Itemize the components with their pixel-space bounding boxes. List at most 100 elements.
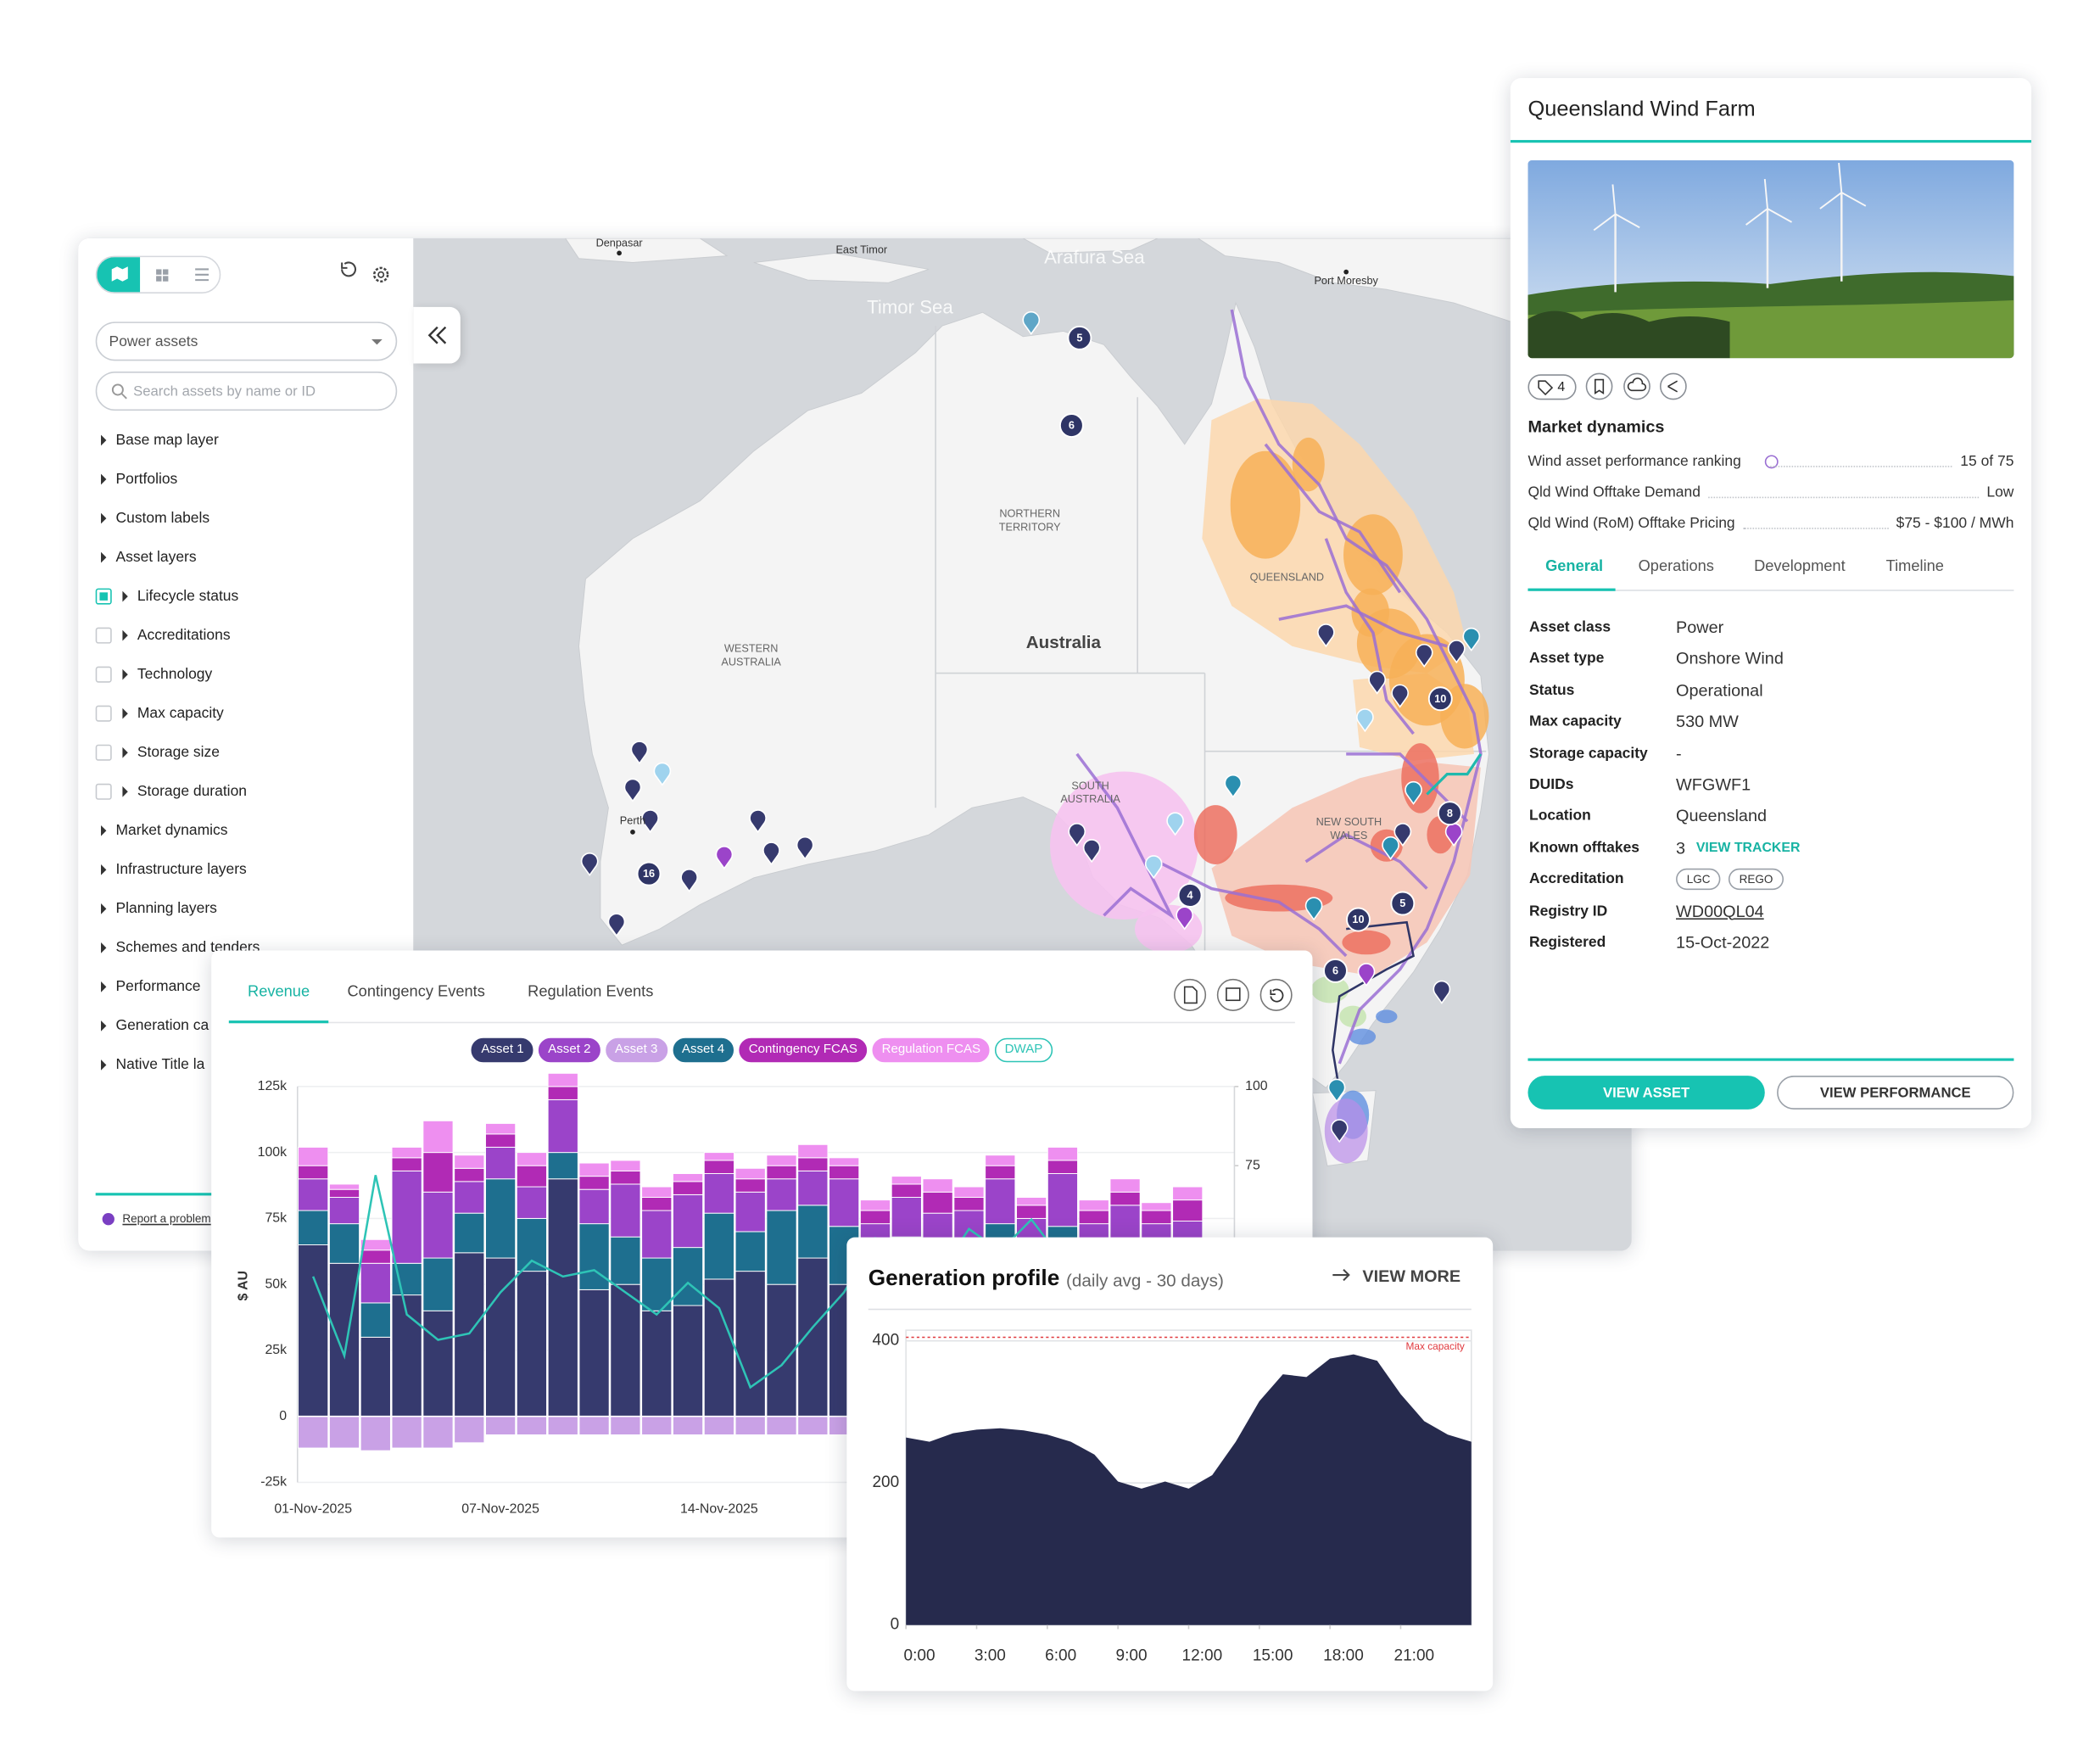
layer-checkbox[interactable] xyxy=(95,705,112,722)
expand-caret[interactable] xyxy=(101,981,107,992)
asset-pin[interactable] xyxy=(1304,897,1323,921)
expand-caret[interactable] xyxy=(101,942,107,953)
detail-tab[interactable]: Timeline xyxy=(1885,558,1944,575)
cluster[interactable] xyxy=(1177,883,1203,908)
layer-checkbox[interactable] xyxy=(95,666,112,683)
legend-entry[interactable]: Asset 4 xyxy=(672,1037,734,1063)
asset-pin[interactable] xyxy=(1068,823,1086,847)
layer-item[interactable]: Portfolios xyxy=(115,471,178,488)
export-csv-button[interactable] xyxy=(1174,978,1207,1011)
asset-pin[interactable] xyxy=(749,809,767,834)
expand-caret[interactable] xyxy=(122,785,128,797)
asset-pin[interactable] xyxy=(630,741,649,765)
asset-pin[interactable] xyxy=(1393,823,1412,847)
layer-item[interactable]: Storage size xyxy=(137,744,220,761)
expand-caret[interactable] xyxy=(101,825,107,836)
asset-pin[interactable] xyxy=(796,836,814,860)
expand-caret[interactable] xyxy=(122,629,128,641)
cluster[interactable] xyxy=(1346,907,1371,932)
asset-pin[interactable] xyxy=(1356,708,1374,733)
cloud-button[interactable] xyxy=(1623,372,1650,400)
detail-tab[interactable]: Operations xyxy=(1638,558,1714,575)
asset-pin[interactable] xyxy=(1391,684,1409,708)
asset-pin[interactable] xyxy=(653,762,672,786)
export-image-button[interactable] xyxy=(1216,978,1249,1011)
asset-pin[interactable] xyxy=(1224,774,1243,798)
asset-pin[interactable] xyxy=(1433,980,1451,1004)
asset-pin[interactable] xyxy=(1357,963,1376,987)
search-box[interactable]: Search assets by name or ID xyxy=(95,372,398,411)
report-link[interactable]: Report a problem xyxy=(122,1211,211,1226)
asset-pin[interactable] xyxy=(1330,1119,1349,1143)
expand-caret[interactable] xyxy=(122,707,128,719)
cluster[interactable] xyxy=(636,861,662,886)
expand-caret[interactable] xyxy=(101,864,107,875)
asset-pin[interactable] xyxy=(680,869,698,893)
layer-checkbox[interactable] xyxy=(95,744,112,761)
expand-caret[interactable] xyxy=(101,473,107,485)
asset-pin[interactable] xyxy=(715,846,734,870)
view-asset-button[interactable]: VIEW ASSET xyxy=(1528,1076,1765,1110)
property-value[interactable]: WD00QL04 xyxy=(1676,901,1764,920)
asset-pin[interactable] xyxy=(1176,906,1194,931)
layer-item[interactable]: Planning layers xyxy=(115,900,217,917)
asset-pin[interactable] xyxy=(1462,627,1481,651)
asset-pin[interactable] xyxy=(1448,640,1466,664)
layer-item[interactable]: Native Title la xyxy=(115,1056,205,1073)
asset-pin[interactable] xyxy=(1327,1078,1346,1103)
chart-tab[interactable]: Contingency Events xyxy=(347,984,485,1001)
expand-caret[interactable] xyxy=(101,551,107,563)
layer-item[interactable]: Lifecycle status xyxy=(137,588,239,605)
detail-tab[interactable]: General xyxy=(1545,558,1604,575)
cluster[interactable] xyxy=(1427,686,1453,712)
chart-tab[interactable]: Regulation Events xyxy=(528,984,654,1001)
cluster[interactable] xyxy=(1058,413,1084,438)
share-button[interactable] xyxy=(1659,372,1687,400)
asset-pin[interactable] xyxy=(1317,623,1335,648)
asset-pin[interactable] xyxy=(623,778,642,802)
expand-caret[interactable] xyxy=(101,512,107,524)
legend-entry[interactable]: Asset 3 xyxy=(605,1037,667,1063)
layer-item[interactable]: Base map layer xyxy=(115,432,219,449)
legend-entry[interactable]: DWAP xyxy=(995,1037,1053,1063)
asset-dropdown[interactable]: Power assets xyxy=(95,321,398,361)
layer-item[interactable]: Generation ca xyxy=(115,1017,209,1034)
layer-item[interactable]: Accreditations xyxy=(137,627,231,644)
asset-pin[interactable] xyxy=(641,809,659,834)
layer-checkbox[interactable] xyxy=(95,627,112,644)
detail-tab[interactable]: Development xyxy=(1754,558,1846,575)
legend-entry[interactable]: Regulation FCAS xyxy=(872,1037,991,1063)
cluster[interactable] xyxy=(1437,801,1462,826)
layer-checkbox[interactable] xyxy=(95,588,112,605)
asset-pin[interactable] xyxy=(1382,836,1399,860)
expand-caret[interactable] xyxy=(101,1020,107,1031)
layer-checkbox[interactable] xyxy=(95,783,112,800)
layer-item[interactable]: Storage duration xyxy=(137,783,247,800)
layer-item[interactable]: Custom labels xyxy=(115,510,210,527)
asset-pin[interactable] xyxy=(1022,310,1041,335)
cluster[interactable] xyxy=(1390,891,1416,916)
layer-item[interactable]: Max capacity xyxy=(137,705,224,722)
expand-caret[interactable] xyxy=(122,746,128,758)
expand-caret[interactable] xyxy=(122,668,128,680)
view-more-link[interactable]: VIEW MORE xyxy=(1362,1266,1461,1286)
legend-entry[interactable]: Asset 2 xyxy=(539,1037,600,1063)
asset-pin[interactable] xyxy=(1415,643,1433,668)
asset-pin[interactable] xyxy=(762,841,780,866)
layer-item[interactable]: Performance xyxy=(115,978,201,995)
tags-button[interactable]: 4 xyxy=(1528,374,1577,400)
asset-pin[interactable] xyxy=(1405,780,1422,805)
settings-button[interactable] xyxy=(372,266,389,282)
collapse-button[interactable] xyxy=(413,306,461,364)
asset-pin[interactable] xyxy=(1166,812,1184,836)
asset-pin[interactable] xyxy=(1082,839,1101,864)
expand-caret[interactable] xyxy=(101,1059,107,1071)
property-link[interactable]: VIEW TRACKER xyxy=(1695,840,1801,856)
bookmark-button[interactable] xyxy=(1585,372,1613,400)
reset-button[interactable] xyxy=(341,261,357,277)
expand-caret[interactable] xyxy=(122,590,128,602)
view-performance-button[interactable]: VIEW PERFORMANCE xyxy=(1777,1076,2014,1110)
cluster[interactable] xyxy=(1067,325,1092,350)
chart-tab[interactable]: Revenue xyxy=(248,984,310,1001)
asset-pin[interactable] xyxy=(580,852,599,877)
